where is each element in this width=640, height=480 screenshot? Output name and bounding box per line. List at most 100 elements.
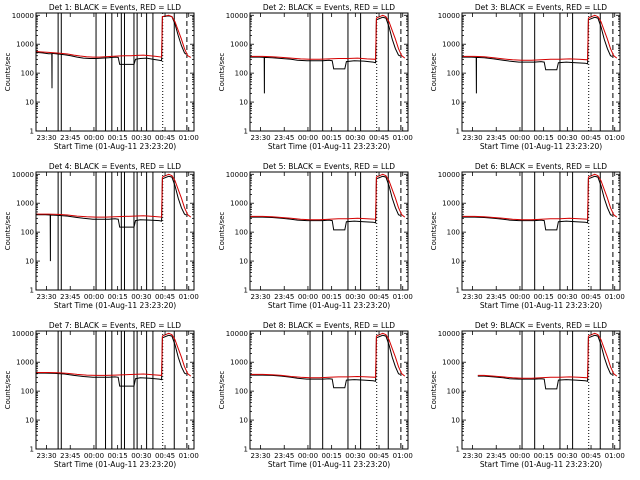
x-axis-label: Start Time (01-Aug-11 23:23:20) [54, 142, 176, 151]
y-tick-label: 100 [447, 388, 460, 396]
x-tick-label: 00:45 [581, 293, 601, 301]
detector-panel-3: Det 3: BLACK = Events, RED = LLD 1 10 100 10… [430, 3, 625, 151]
y-tick-label: 100 [235, 388, 248, 396]
y-tick-label: 100 [235, 229, 248, 237]
plot-frame [461, 12, 621, 132]
y-axis-label: Counts/sec [430, 53, 438, 92]
y-axis-label: Counts/sec [430, 212, 438, 251]
y-tick-label: 1 [244, 128, 248, 136]
detector-panel-9: Det 9: BLACK = Events, RED = LLD 1 10 100 10… [430, 321, 625, 469]
y-tick-label: 10 [239, 258, 248, 266]
x-tick-label: 01:00 [605, 134, 625, 142]
x-tick-label: 23:30 [462, 134, 482, 142]
x-tick-label: 01:00 [393, 134, 413, 142]
y-tick-label: 1000 [16, 41, 34, 49]
x-tick-label: 00:00 [510, 293, 530, 301]
y-tick-label: 10000 [12, 330, 34, 338]
x-tick-label: 00:15 [534, 452, 554, 460]
y-tick-label: 1 [30, 128, 34, 136]
y-tick-label: 10 [239, 417, 248, 425]
x-tick-label: 00:15 [534, 134, 554, 142]
y-tick-label: 1 [456, 287, 460, 295]
x-tick-label: 23:45 [274, 293, 294, 301]
x-tick-label: 23:45 [486, 452, 506, 460]
y-axis-label: Counts/sec [4, 53, 12, 92]
x-tick-label: 00:15 [534, 293, 554, 301]
y-tick-label: 1000 [16, 359, 34, 367]
x-tick-label: 23:30 [462, 452, 482, 460]
x-axis-label: Start Time (01-Aug-11 23:23:20) [268, 142, 390, 151]
x-tick-label: 00:00 [510, 134, 530, 142]
x-tick-label: 00:15 [108, 134, 128, 142]
x-tick-label: 00:30 [557, 452, 577, 460]
y-tick-label: 1000 [442, 200, 460, 208]
x-tick-label: 23:30 [250, 134, 270, 142]
y-tick-label: 10 [451, 99, 460, 107]
x-tick-label: 01:00 [605, 452, 625, 460]
x-axis-label: Start Time (01-Aug-11 23:23:20) [54, 301, 176, 310]
x-tick-label: 23:30 [250, 293, 270, 301]
y-tick-label: 10 [239, 99, 248, 107]
y-tick-label: 10 [451, 417, 460, 425]
x-tick-label: 23:30 [462, 293, 482, 301]
series-events-line [250, 175, 401, 231]
x-tick-label: 00:00 [84, 293, 104, 301]
x-tick-label: 01:00 [179, 293, 199, 301]
x-tick-label: 00:00 [298, 134, 318, 142]
panel-title: Det 3: BLACK = Events, RED = LLD [475, 3, 607, 12]
y-tick-label: 10000 [226, 171, 248, 179]
x-tick-label: 00:00 [84, 452, 104, 460]
plot-frame [249, 171, 409, 291]
x-tick-label: 00:15 [322, 452, 342, 460]
x-tick-label: 00:30 [131, 134, 151, 142]
x-tick-label: 23:45 [486, 293, 506, 301]
y-tick-label: 1000 [442, 359, 460, 367]
y-axis-label: Counts/sec [218, 371, 226, 410]
x-tick-label: 00:45 [155, 293, 175, 301]
x-tick-label: 00:15 [322, 293, 342, 301]
y-tick-label: 100 [235, 70, 248, 78]
series-lld-line [36, 332, 192, 377]
y-tick-label: 10 [25, 99, 34, 107]
x-tick-label: 00:30 [131, 452, 151, 460]
detector-panel-4: Det 4: BLACK = Events, RED = LLD 1 10 100 10… [4, 162, 199, 310]
series-lld-line [250, 332, 406, 379]
y-tick-label: 100 [21, 229, 34, 237]
plot-frame [249, 330, 409, 450]
x-tick-label: 23:30 [36, 452, 56, 460]
y-tick-label: 10000 [438, 12, 460, 20]
plot-frame [461, 171, 621, 291]
panel-title: Det 6: BLACK = Events, RED = LLD [475, 162, 607, 171]
x-tick-label: 00:30 [557, 293, 577, 301]
y-tick-label: 10000 [12, 12, 34, 20]
y-tick-label: 100 [21, 70, 34, 78]
detector-panel-8: Det 8: BLACK = Events, RED = LLD 1 10 100 10… [218, 321, 413, 469]
y-tick-label: 1 [244, 287, 248, 295]
x-tick-label: 00:00 [298, 452, 318, 460]
x-tick-label: 23:30 [36, 134, 56, 142]
series-events-line [36, 175, 187, 262]
y-tick-label: 10000 [438, 330, 460, 338]
y-tick-label: 1 [244, 446, 248, 454]
detector-panel-6: Det 6: BLACK = Events, RED = LLD 1 10 100 10… [430, 162, 625, 310]
x-tick-label: 00:30 [345, 134, 365, 142]
y-tick-label: 10000 [226, 330, 248, 338]
panel-title: Det 4: BLACK = Events, RED = LLD [49, 162, 181, 171]
y-tick-label: 1 [456, 128, 460, 136]
x-axis-label: Start Time (01-Aug-11 23:23:20) [480, 301, 602, 310]
y-tick-label: 100 [447, 70, 460, 78]
x-tick-label: 00:45 [155, 134, 175, 142]
x-tick-label: 23:30 [250, 452, 270, 460]
x-tick-label: 23:45 [486, 134, 506, 142]
x-tick-label: 00:45 [581, 452, 601, 460]
x-tick-label: 01:00 [605, 293, 625, 301]
series-events-line [462, 16, 613, 94]
x-tick-label: 01:00 [393, 452, 413, 460]
panel-title: Det 8: BLACK = Events, RED = LLD [263, 321, 395, 330]
x-tick-label: 01:00 [179, 452, 199, 460]
x-tick-label: 00:30 [131, 293, 151, 301]
x-tick-label: 23:45 [60, 134, 80, 142]
y-axis-label: Counts/sec [218, 53, 226, 92]
plot-frame [35, 171, 195, 291]
